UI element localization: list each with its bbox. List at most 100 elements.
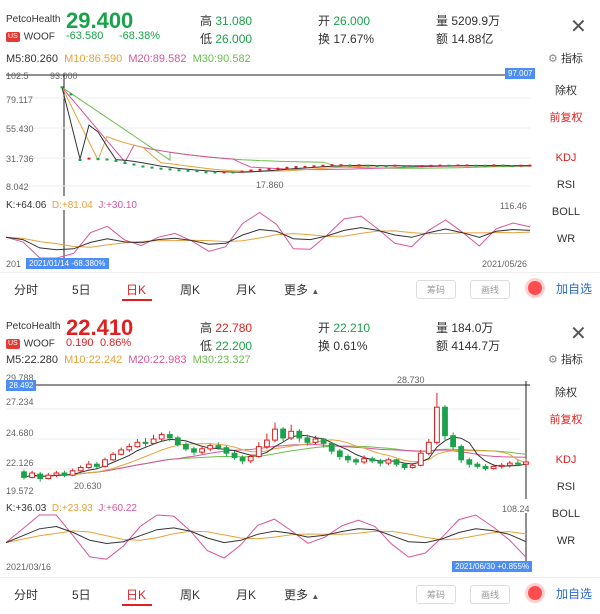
price-bar [330,164,334,167]
ma10-line [61,87,530,172]
low-stat: 低 22.200 [200,339,253,353]
candle-body [118,449,125,455]
high-marker: 28.730 [397,375,425,385]
period-tabs: 分时 5日 日K 周K 月K 更多 ▲ 筹码 画线 加自选 [0,272,600,301]
candle-body [312,438,319,443]
candle-body [336,450,343,457]
side-rsi[interactable]: RSI [556,481,576,493]
price-bar [186,169,190,172]
price-bar [519,164,523,167]
side-forward-adjusted[interactable]: 前复权 [549,414,583,426]
date-left: 2021/03/16 [6,562,52,572]
side-wr[interactable]: WR [556,233,576,245]
candle-body [458,446,465,461]
price-bar [132,163,136,166]
price-bar [492,164,496,167]
candle-body [442,406,448,437]
price-bar [204,171,208,174]
draw-line-button[interactable]: 画线 [470,585,511,604]
indicator-button[interactable]: ⚙ 指标 [548,354,583,366]
tab-weekly-k[interactable]: 周K [180,588,201,602]
side-wr[interactable]: WR [556,535,576,547]
price-bar [411,165,415,168]
tab-more[interactable]: 更多 ▲ [284,588,320,602]
add-watchlist-button[interactable]: 加自选 [556,587,593,601]
indicator-button[interactable]: ⚙ 指标 [548,53,583,65]
price-bar [429,164,433,167]
candle-body [401,463,408,468]
tab-weekly-k[interactable]: 周K [180,283,201,297]
draw-line-button[interactable]: 画线 [470,280,511,299]
tab-monthly-k[interactable]: 月K [236,588,257,602]
candle-body [369,458,376,462]
side-kdj[interactable]: KDJ [555,454,577,466]
last-price: 22.410 [66,315,134,340]
price-bar [375,165,379,167]
candle-body [320,438,327,444]
add-watchlist-button[interactable]: 加自选 [556,282,593,296]
stock-panel-1: PetcoHealth US WOOF 29.400 -63.580 -68.38… [0,8,600,301]
tab-monthly-k[interactable]: 月K [236,283,257,297]
tab-daily-k[interactable]: 日K [126,283,147,297]
side-exright[interactable]: 除权 [555,387,577,399]
candle-body [385,459,392,464]
price-bar [321,164,325,167]
tab-5day[interactable]: 5日 [72,588,91,602]
price-bar [483,164,487,167]
close-icon[interactable]: ✕ [570,16,587,38]
side-rsi[interactable]: RSI [556,179,576,191]
candle-body [361,458,368,463]
ma5-line [61,87,531,173]
close-icon[interactable]: ✕ [570,323,587,345]
kdj-max: 108.24 [502,504,530,514]
price-bar [213,171,217,174]
symbol-row: US WOOF [6,335,55,353]
tab-intraday[interactable]: 分时 [14,283,39,297]
side-forward-adjusted[interactable]: 前复权 [549,112,583,124]
price-change: -63.580 [66,30,104,42]
price-bar [114,159,118,162]
candle-body [183,444,189,450]
candlestick-chart [6,381,530,499]
side-boll[interactable]: BOLL [551,206,581,218]
tab-5day[interactable]: 5日 [72,283,91,297]
active-tab-indicator [122,299,152,301]
record-dot-icon[interactable] [528,281,542,295]
candle-body [304,437,311,443]
tab-intraday[interactable]: 分时 [14,588,39,602]
candle-body [37,473,44,479]
kdj-chart [5,513,527,563]
company-name: PetcoHealth [6,321,61,332]
candle-body [158,434,165,440]
kdj-k-line [5,227,531,251]
record-dot-icon[interactable] [528,586,542,600]
period-tabs: 分时 5日 日K 周K 月K 更多 ▲ 筹码 画线 加自选 [0,577,600,606]
date-badge: 2021/01/14 -68.380% [26,258,109,269]
price-bar [339,164,343,167]
side-exright[interactable]: 除权 [555,85,577,97]
price-bar [78,159,82,161]
price-bar [357,164,361,167]
turnover-stat: 换 17.67% [318,32,375,46]
candle-body [69,470,76,476]
candle-body [272,428,278,441]
kdj-chart [5,210,531,260]
kdj-k-line [5,525,527,545]
price-bar [87,157,91,160]
candle-body [264,439,270,448]
price-bar [501,164,505,167]
chip-button[interactable]: 筹码 [416,585,457,604]
candle-body [102,459,108,467]
price-bar [348,164,352,167]
candle-body [523,461,529,465]
side-kdj[interactable]: KDJ [555,152,577,164]
side-boll[interactable]: BOLL [551,508,581,520]
tab-daily-k[interactable]: 日K [126,588,147,602]
tab-more[interactable]: 更多 ▲ [284,283,320,297]
kdj-legend: K:+36.03 D:+23.93 J:+60.22 [6,503,137,514]
chip-button[interactable]: 筹码 [416,280,457,299]
date-badge: 2021/06/30 +0.855% [452,561,533,572]
candle-body [215,445,222,449]
candle-body [506,462,513,466]
active-tab-indicator [122,604,152,606]
